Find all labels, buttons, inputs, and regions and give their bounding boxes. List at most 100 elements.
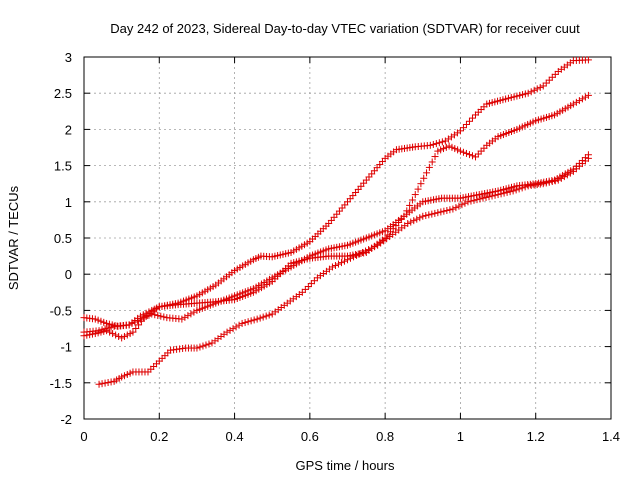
x-tick-label: 1 [457,429,464,444]
data-point [410,217,418,225]
data-point [435,139,443,147]
data-point [545,76,553,84]
x-axis-label: GPS time / hours [296,458,395,473]
data-point [115,332,123,340]
y-tick-label: 1.5 [54,159,72,174]
x-tick-label: 1.2 [527,429,545,444]
data-point [465,117,473,125]
data-point [584,91,592,99]
data-point [107,323,115,331]
data-point [431,153,439,161]
data-point [494,191,502,199]
data-point [223,328,231,336]
data-point [347,254,355,262]
data-point [241,319,249,327]
y-tick-label: 1 [65,195,72,210]
data-point [104,379,112,387]
data-point [557,174,565,182]
data-point [470,196,478,204]
data-point [584,154,592,162]
data-point [515,185,523,193]
data-point [265,311,273,319]
data-point [307,280,315,288]
y-tick-label: -1 [60,340,72,355]
data-point [533,85,541,93]
data-point [491,191,499,199]
data-point [232,323,240,331]
data-point [408,196,416,204]
data-point [468,114,476,122]
data-point [413,215,421,223]
data-point [368,244,376,252]
data-point [500,189,508,197]
data-point [148,310,156,318]
data-point [151,311,159,319]
data-point [350,253,358,261]
data-point [199,342,207,350]
data-point [353,251,361,259]
data-point [462,149,470,157]
data-point [420,174,428,182]
data-point [548,73,556,81]
data-point [503,188,511,196]
data-point [250,316,258,324]
data-point [414,185,422,193]
data-point [371,243,379,251]
x-tick-label: 1.4 [602,429,620,444]
data-point [542,79,550,87]
data-point [425,211,433,219]
plot-frame [83,56,612,420]
data-point [429,140,437,148]
data-point [362,247,370,255]
x-tick-label: 0.8 [376,429,394,444]
data-point [95,380,103,388]
data-point [569,100,577,108]
data-point [560,173,568,181]
data-point [238,319,246,327]
chart-title: Day 242 of 2023, Sidereal Day-to-day VTE… [110,21,580,36]
data-point [575,97,583,105]
data-point [187,310,195,318]
y-tick-label: -1.5 [50,376,72,391]
data-point [461,199,469,207]
data-point [205,340,213,348]
data-point [581,93,589,101]
data-point [184,312,192,320]
data-point [462,120,470,128]
data-point [459,124,467,132]
data-point [456,147,464,155]
data-point [464,198,472,206]
y-axis-label: SDTVAR / TECUs [6,185,21,290]
data-point [422,212,430,220]
data-point [262,312,270,320]
data-point [458,201,466,209]
data-point [551,177,559,185]
data-point [545,178,553,186]
x-tick-label: 0.2 [150,429,168,444]
data-point [304,283,312,291]
data-point [407,218,415,226]
data-point [344,256,351,264]
data-point [298,288,306,296]
data-point [196,343,204,351]
data-point [340,257,348,265]
data-point [542,179,550,187]
grid [84,57,611,419]
data-point [419,212,427,220]
data-point [253,315,261,323]
series-trace-1 [80,56,592,330]
data-point [416,214,424,222]
data-point [193,344,201,352]
x-tick-label: 0.4 [226,429,244,444]
y-tick-label: 2.5 [54,86,72,101]
data-point [157,312,165,320]
data-point [417,180,425,188]
data-point [154,311,162,319]
data-point [527,88,535,96]
data-point [129,328,137,336]
data-series [80,56,592,388]
data-point [434,209,442,217]
data-point [539,180,547,188]
data-point [506,188,514,196]
data-point [103,327,111,335]
